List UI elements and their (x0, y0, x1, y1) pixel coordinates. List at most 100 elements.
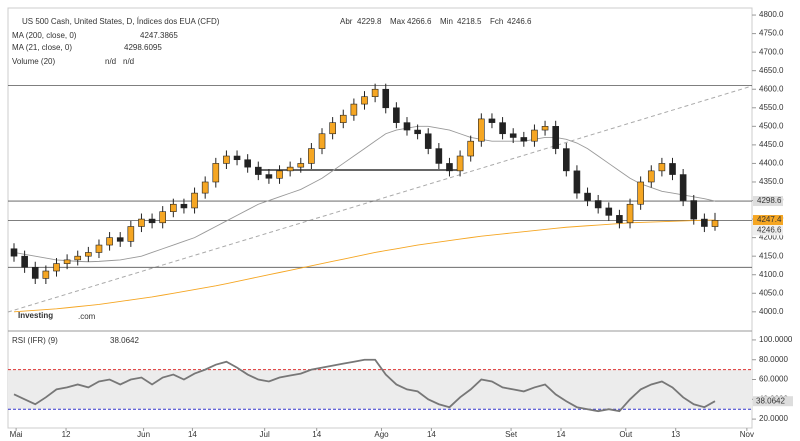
x-tick-label: 14 (188, 430, 197, 439)
y-tick-label: 4350.0 (759, 177, 784, 186)
grid: 4000.04050.04100.04150.04200.04250.04300… (8, 10, 784, 439)
candle-body (541, 126, 549, 131)
candle-body (31, 267, 39, 279)
candle-body (552, 126, 559, 149)
candle-body (201, 181, 209, 194)
x-tick-label: Nov (740, 430, 754, 439)
candle-body (520, 137, 528, 142)
candle-body (711, 220, 719, 227)
candle-body (297, 163, 305, 168)
y-tick-label: 4100.0 (759, 270, 784, 279)
ma-line (13, 125, 716, 263)
frame (7, 7, 753, 429)
candle-body (159, 211, 166, 224)
price-badge-label: 4247.4 (757, 215, 782, 224)
ohlc-value: 4229.8 (357, 17, 382, 26)
x-tick-label: Jun (137, 430, 150, 439)
candle-body (127, 226, 135, 242)
ohlc-value: 4218.5 (457, 17, 482, 26)
candle-body (85, 252, 92, 257)
candle-body (701, 218, 708, 227)
x-tick-label: 13 (671, 430, 680, 439)
y-tick-label: 4450.0 (759, 140, 784, 149)
candle-body (679, 174, 687, 201)
candle-body (382, 88, 390, 109)
y-tick-label: 20.0000 (759, 414, 788, 423)
legend-value: 4247.3865 (140, 31, 178, 40)
price-badge (753, 225, 783, 236)
candle-body (637, 181, 644, 205)
candle-body (435, 148, 443, 164)
candle-body (605, 207, 613, 216)
candle-body (318, 133, 326, 149)
candle-body (265, 174, 273, 179)
ma-line (13, 219, 716, 313)
y-tick-label: 80.0000 (759, 355, 788, 364)
trend-line (7, 85, 753, 313)
candle-body (446, 163, 453, 172)
x-tick-label: 14 (557, 430, 566, 439)
candle-body (63, 259, 71, 264)
candle-body (254, 166, 262, 175)
candle-body (170, 203, 177, 212)
y-tick-label: 100.0000 (759, 335, 793, 344)
x-tick-label: Out (619, 430, 633, 439)
candle-body (573, 170, 581, 194)
candle-body (74, 255, 82, 261)
candle-body (669, 163, 676, 175)
ohlc-label: Abr (340, 17, 353, 26)
y-tick-label: 4600.0 (759, 84, 784, 93)
y-tick-label: 4700.0 (759, 47, 784, 56)
rsi-value: 38.0642 (110, 336, 139, 345)
candle-body (499, 122, 506, 135)
candle-body (286, 166, 294, 172)
candle-body (10, 248, 18, 257)
candle-body (138, 218, 145, 227)
x-tick-label: Mai (10, 430, 23, 439)
chart-title: US 500 Cash, United States, D, Índices d… (22, 17, 220, 26)
candle-body (276, 170, 283, 179)
y-tick-label: 4000.0 (759, 307, 784, 316)
candle-body (488, 118, 496, 123)
candle-body (478, 118, 485, 142)
legend-value: 4298.6095 (124, 43, 162, 52)
plot (10, 83, 719, 313)
y-tick-label: 4750.0 (759, 29, 784, 38)
legend-value: n/d (105, 57, 116, 66)
candle-body (106, 237, 113, 246)
candle-body (393, 107, 400, 123)
y-tick-label: 4800.0 (759, 10, 784, 19)
candle-body (690, 200, 698, 220)
candle-body (563, 148, 570, 172)
rsi-badge-label: 38.0642 (756, 396, 785, 405)
y-tick-label: 4550.0 (759, 103, 784, 112)
legend-name: Volume (20) (12, 57, 55, 66)
candle-body (42, 270, 50, 279)
candle-body (148, 218, 156, 224)
ohlc-label: Max (390, 17, 405, 26)
y-tick-label: 4200.0 (759, 233, 784, 242)
candle-body (223, 155, 230, 164)
candle-body (403, 122, 411, 131)
logo-suffix: .com (78, 312, 96, 321)
price-badge-label: 4298.6 (757, 196, 782, 205)
candle-body (584, 192, 591, 201)
rsi-badge (753, 396, 793, 407)
ohlc-label: Min (440, 17, 453, 26)
candle-body (180, 203, 188, 209)
candle-body (191, 192, 198, 209)
candle-body (456, 155, 464, 172)
candle-body (329, 122, 336, 135)
y-tick-label: 4500.0 (759, 121, 784, 130)
candle-body (233, 155, 241, 161)
y-tick-label: 4650.0 (759, 66, 784, 75)
rsi-name: RSI (IFR) (9) (12, 336, 58, 345)
y-tick-label: 60.0000 (759, 375, 788, 384)
candle-body (616, 215, 623, 224)
candle-body (658, 163, 666, 172)
candle-body (509, 133, 517, 138)
candle-body (339, 114, 347, 123)
candle-body (116, 237, 124, 242)
candle-body (308, 148, 315, 164)
candle-body (361, 96, 368, 105)
